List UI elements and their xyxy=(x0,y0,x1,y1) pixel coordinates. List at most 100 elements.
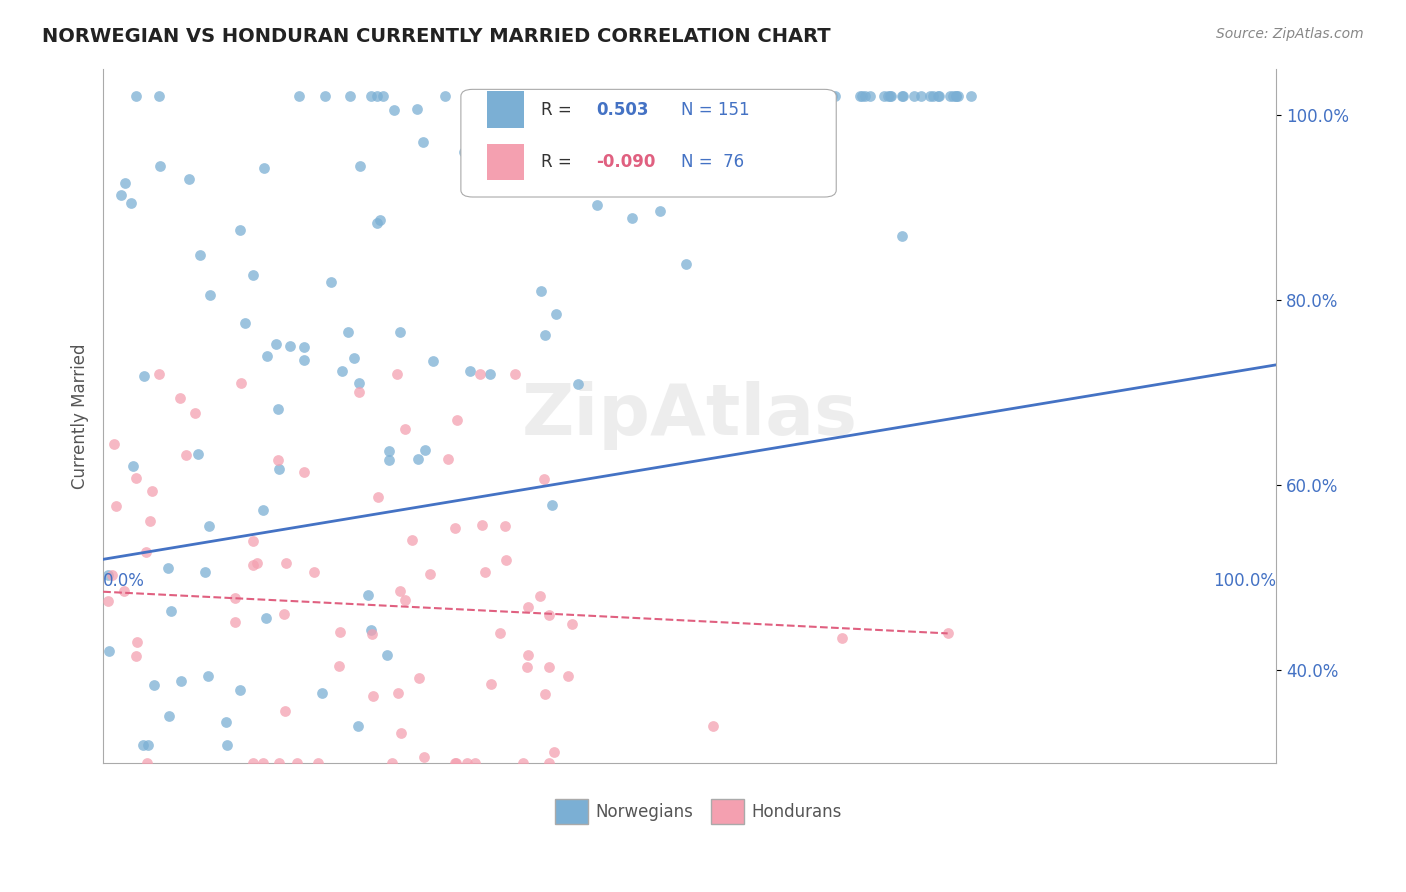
Point xyxy=(124,89,146,103)
Point xyxy=(488,626,510,640)
Point xyxy=(512,756,534,770)
Point xyxy=(98,643,121,657)
Point xyxy=(311,686,333,700)
Point xyxy=(561,617,583,632)
Point xyxy=(389,325,412,339)
Point xyxy=(233,317,256,331)
Point xyxy=(543,745,565,759)
Point xyxy=(197,518,219,533)
Point xyxy=(960,89,983,103)
Point xyxy=(337,325,360,339)
Point xyxy=(939,89,962,103)
Point xyxy=(285,756,308,770)
Point xyxy=(803,89,825,103)
FancyBboxPatch shape xyxy=(486,144,524,179)
Point xyxy=(110,187,132,202)
Point xyxy=(224,615,246,630)
Point xyxy=(541,498,564,512)
Point xyxy=(628,89,651,103)
Point xyxy=(138,738,160,752)
Point xyxy=(544,307,567,321)
Point xyxy=(572,89,595,103)
Point xyxy=(278,339,301,353)
Point xyxy=(471,518,494,533)
Point xyxy=(267,402,290,417)
Point xyxy=(124,471,146,485)
Point xyxy=(803,89,825,103)
Point xyxy=(921,89,943,103)
Point xyxy=(149,159,172,173)
Point xyxy=(242,756,264,770)
Point xyxy=(710,89,733,103)
Point xyxy=(879,89,901,103)
Point xyxy=(538,659,561,673)
Text: N =  76: N = 76 xyxy=(682,153,745,171)
Point xyxy=(253,161,276,176)
Point xyxy=(550,89,572,103)
Point xyxy=(652,89,675,103)
FancyBboxPatch shape xyxy=(555,799,588,824)
Point xyxy=(569,89,592,103)
Point xyxy=(527,89,550,103)
Point xyxy=(494,518,516,533)
Point xyxy=(468,89,491,103)
Point xyxy=(274,556,297,570)
Point xyxy=(714,89,737,103)
Point xyxy=(120,196,142,211)
Point xyxy=(554,89,576,103)
Point xyxy=(918,89,941,103)
Point xyxy=(446,412,468,426)
Point xyxy=(256,349,278,363)
Point xyxy=(114,176,136,190)
Point xyxy=(652,89,675,103)
Point xyxy=(122,458,145,473)
Point xyxy=(141,483,163,498)
Point xyxy=(773,137,796,152)
Point xyxy=(444,756,467,770)
Point xyxy=(368,212,391,227)
Point xyxy=(891,228,914,243)
Point xyxy=(472,163,495,178)
Point xyxy=(252,502,274,516)
Point xyxy=(349,376,371,391)
Text: Norwegians: Norwegians xyxy=(596,803,693,821)
Point xyxy=(630,89,652,103)
Point xyxy=(264,337,287,351)
Point xyxy=(783,89,806,103)
Point xyxy=(537,756,560,770)
Point xyxy=(891,89,914,103)
Point xyxy=(626,89,648,103)
Point xyxy=(394,592,416,607)
Point xyxy=(479,367,502,381)
Point xyxy=(903,89,925,103)
Point xyxy=(453,145,475,159)
Point xyxy=(529,589,551,603)
Point xyxy=(381,756,404,770)
Point xyxy=(537,607,560,622)
Text: 100.0%: 100.0% xyxy=(1213,572,1277,590)
Point xyxy=(267,462,290,476)
Point xyxy=(242,268,264,282)
Point xyxy=(394,422,416,436)
Point xyxy=(382,103,405,117)
Text: R =: R = xyxy=(541,153,571,171)
Point xyxy=(720,89,742,103)
Point xyxy=(756,89,779,103)
Point xyxy=(366,216,388,230)
Point xyxy=(508,89,530,103)
Point xyxy=(388,583,411,598)
Point xyxy=(853,89,876,103)
Point xyxy=(831,631,853,645)
Point xyxy=(460,364,482,378)
Point xyxy=(474,565,496,579)
Point xyxy=(328,659,350,673)
Point xyxy=(103,436,125,450)
Point xyxy=(468,89,491,103)
Point xyxy=(104,500,127,514)
Point xyxy=(702,719,724,733)
Point xyxy=(330,363,353,377)
Point xyxy=(408,452,430,467)
Point xyxy=(266,452,288,467)
Point xyxy=(494,89,516,103)
Point xyxy=(516,599,538,614)
